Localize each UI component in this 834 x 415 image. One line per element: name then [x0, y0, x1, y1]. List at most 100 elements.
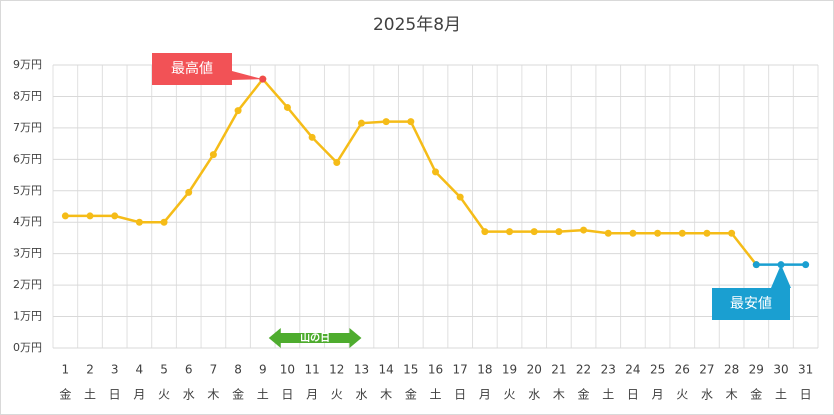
x-tick-label: 20	[527, 363, 542, 377]
weekday-label: 木	[553, 388, 565, 402]
x-tick-label: 3	[111, 363, 119, 377]
point	[283, 103, 291, 111]
weekday-label: 日	[800, 388, 812, 402]
weekday-label: 土	[602, 388, 614, 402]
x-tick-label: 7	[210, 363, 218, 377]
y-tick-label: 9万円	[13, 58, 42, 71]
point	[481, 228, 489, 236]
x-tick-label: 12	[329, 363, 344, 377]
point	[802, 261, 810, 269]
x-tick-label: 1	[62, 363, 70, 377]
y-tick-label: 7万円	[13, 121, 42, 134]
x-tick-label: 29	[749, 363, 764, 377]
weekday-label: 火	[158, 388, 170, 402]
y-tick-label: 5万円	[13, 184, 42, 197]
point	[432, 168, 439, 176]
point	[629, 229, 637, 237]
weekday-label: 土	[429, 388, 441, 402]
weekday-label: 金	[232, 387, 244, 402]
x-tick-label: 14	[379, 363, 394, 377]
weekday-label: 金	[578, 387, 590, 402]
x-tick-label: 21	[551, 363, 566, 377]
x-tick-label: 28	[724, 363, 739, 377]
max-label: 最高値	[171, 60, 213, 77]
x-tick-label: 11	[304, 363, 319, 377]
point	[580, 226, 588, 234]
weekday-label: 月	[306, 388, 318, 402]
weekday-label: 火	[676, 388, 688, 402]
x-tick-label: 6	[185, 363, 193, 377]
point	[308, 133, 316, 141]
point	[456, 193, 464, 201]
point	[357, 119, 365, 127]
weekday-label: 木	[380, 388, 392, 402]
max-callout	[152, 53, 263, 85]
point	[86, 212, 94, 220]
y-tick-label: 6万円	[13, 152, 42, 165]
x-tick-label: 24	[625, 363, 640, 377]
y-tick-label: 0万円	[13, 341, 42, 354]
y-tick-label: 1万円	[13, 310, 42, 323]
point	[234, 107, 242, 115]
weekday-label: 日	[281, 388, 293, 402]
point	[407, 118, 415, 126]
x-tick-label: 15	[403, 363, 418, 377]
weekday-label: 土	[775, 388, 787, 402]
weekday-label: 日	[109, 388, 121, 402]
point	[135, 218, 143, 226]
x-tick-label: 19	[502, 363, 517, 377]
y-tick-label: 2万円	[13, 278, 42, 291]
x-tick-label: 30	[773, 363, 788, 377]
weekday-label: 月	[652, 388, 664, 402]
x-tick-label: 31	[798, 363, 813, 377]
point	[703, 229, 711, 237]
weekday-label: 水	[528, 388, 540, 402]
weekday-label: 火	[331, 388, 343, 402]
min-label: 最安値	[730, 296, 772, 312]
weekday-label: 木	[726, 388, 738, 402]
holiday-label: 山の日	[300, 331, 330, 344]
x-tick-label: 26	[675, 363, 690, 377]
weekday-label: 木	[207, 388, 219, 402]
holiday-arrow	[268, 328, 362, 348]
point	[654, 229, 662, 237]
x-tick-label: 13	[354, 363, 369, 377]
point	[185, 188, 193, 196]
x-tick-label: 4	[136, 363, 144, 377]
x-tick-label: 18	[477, 363, 492, 377]
weekday-label: 土	[257, 388, 269, 402]
point	[506, 228, 514, 236]
x-tick-label: 17	[453, 363, 468, 377]
y-tick-label: 8万円	[13, 89, 42, 102]
weekday-label: 土	[84, 388, 96, 402]
weekday-label: 金	[405, 387, 417, 402]
point	[530, 228, 538, 236]
x-tick-label: 10	[280, 363, 295, 377]
x-tick-label: 22	[576, 363, 591, 377]
point	[555, 228, 563, 236]
weekday-label: 水	[701, 388, 713, 402]
point	[728, 229, 736, 237]
point	[604, 229, 612, 237]
weekday-label: 月	[479, 388, 491, 402]
weekday-label: 水	[355, 388, 367, 402]
weekday-label: 金	[59, 387, 71, 402]
point	[752, 261, 760, 269]
x-tick-label: 9	[259, 363, 267, 377]
y-tick-label: 4万円	[13, 215, 42, 228]
x-tick-label: 5	[160, 363, 168, 377]
x-tick-label: 8	[234, 363, 242, 377]
point	[678, 229, 686, 237]
weekday-label: 月	[133, 388, 145, 402]
weekday-label: 日	[454, 388, 466, 402]
x-tick-label: 25	[650, 363, 665, 377]
point	[209, 151, 217, 159]
min-callout	[712, 264, 791, 320]
weekday-label: 水	[183, 388, 195, 402]
y-tick-label: 3万円	[13, 247, 42, 260]
chart-title: 2025年8月	[373, 15, 461, 35]
x-tick-label: 2	[86, 363, 94, 377]
point	[111, 212, 119, 220]
x-tick-label: 27	[699, 363, 714, 377]
